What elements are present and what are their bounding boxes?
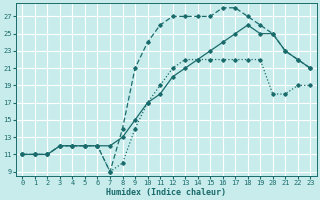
X-axis label: Humidex (Indice chaleur): Humidex (Indice chaleur) [106, 188, 226, 197]
